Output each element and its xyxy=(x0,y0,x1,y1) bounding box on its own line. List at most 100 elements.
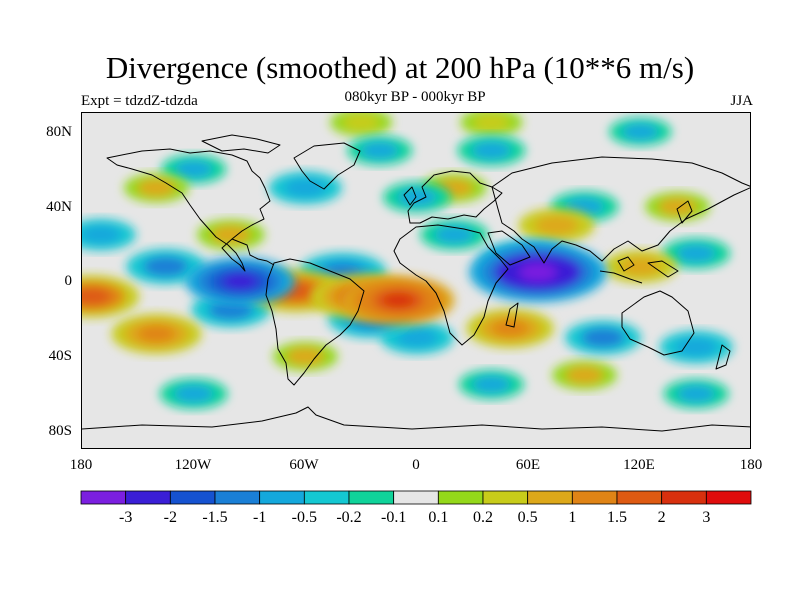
colorbar-label: -0.2 xyxy=(336,509,362,526)
coastline-japan xyxy=(676,200,693,224)
anomaly-ring xyxy=(137,325,176,343)
colorbar-swatch xyxy=(571,490,618,505)
coastline-layer xyxy=(82,134,750,432)
anomaly-divergence-2 xyxy=(460,113,523,137)
anomaly-ring xyxy=(491,319,529,337)
colorbar-label: 1.5 xyxy=(607,509,627,526)
anomaly-ring xyxy=(471,141,512,160)
colorbar-label: 0.1 xyxy=(428,509,449,526)
colorbar-swatch xyxy=(393,490,439,505)
anomaly-convergence-17 xyxy=(159,378,228,410)
anomaly-ring xyxy=(221,273,259,290)
colorbar-label: 1 xyxy=(568,509,577,526)
lon-label-180e: 180 xyxy=(739,457,763,473)
anomaly-divergence-33 xyxy=(82,275,140,318)
coastline-asia xyxy=(491,156,750,264)
colorbar-label: 3 xyxy=(702,509,711,526)
coastline-british-isles xyxy=(403,186,417,206)
anomaly-ring xyxy=(286,347,325,366)
anomaly-convergence-5 xyxy=(459,369,524,400)
anomaly-divergence-31 xyxy=(111,313,202,354)
colorbar xyxy=(80,490,752,505)
anomaly-convergence-13 xyxy=(383,182,451,213)
chart-subtitle: 080kyr BP - 000kyr BP xyxy=(344,89,486,105)
colorbar-swatch xyxy=(169,490,216,505)
anomaly-ring xyxy=(397,188,437,207)
lat-label-eq: 0 xyxy=(64,273,73,289)
coastline-arabia xyxy=(487,230,531,266)
divergence-map xyxy=(82,113,750,448)
colorbar-label: -0.1 xyxy=(380,509,407,526)
anomaly-ring xyxy=(619,256,662,277)
coastline-indonesia xyxy=(599,256,679,284)
anomaly-convergence-6 xyxy=(663,379,729,409)
lon-label-120w: 120W xyxy=(174,457,212,473)
anomaly-ring xyxy=(676,244,717,263)
anomaly-convergence-15 xyxy=(457,135,526,166)
colorbar-swatch xyxy=(482,490,529,505)
coastline-new-zealand xyxy=(715,344,731,370)
coastline-australia xyxy=(621,290,695,356)
colorbar-label: -3 xyxy=(118,509,133,526)
anomaly-ring xyxy=(382,292,415,308)
anomaly-divergence-1 xyxy=(330,113,393,137)
anomaly-convergence-22 xyxy=(268,171,342,205)
anomaly-ring xyxy=(143,256,189,277)
anomaly-convergence-4 xyxy=(347,135,413,166)
anomaly-convergence-12 xyxy=(420,219,489,250)
anomaly-convergence-26 xyxy=(126,248,206,285)
colorbar-swatch xyxy=(259,490,305,505)
coastline-madagascar xyxy=(505,302,519,328)
anomaly-convergence-19 xyxy=(82,218,136,251)
colorbar-swatch xyxy=(80,490,127,505)
coastline-africa xyxy=(393,224,509,346)
colorbar-swatch xyxy=(437,490,484,505)
colorbar-swatch xyxy=(661,490,707,505)
coastline-central-america xyxy=(231,238,275,266)
colorbar-swatch xyxy=(705,490,752,505)
lat-label-40n: 40N xyxy=(46,199,72,215)
colorbar-swatch xyxy=(214,490,261,505)
anomaly-divergence-25 xyxy=(518,208,595,243)
coastline-antarctica xyxy=(82,406,750,432)
lon-label-60e: 60E xyxy=(515,457,541,473)
anomaly-convergence-38 xyxy=(469,241,607,303)
anomaly-divergence-30 xyxy=(466,308,554,348)
anomaly-ring xyxy=(472,113,510,131)
colorbar-label: -2 xyxy=(163,509,177,526)
lon-label-0: 0 xyxy=(412,457,420,473)
anomaly-ring xyxy=(173,384,214,403)
experiment-label: Expt = tdzdZ-tdzda xyxy=(81,93,198,109)
anomaly-divergence-11 xyxy=(552,360,617,390)
anomaly-ring xyxy=(674,337,718,357)
lat-label-40s: 40S xyxy=(48,348,72,364)
season-label: JJA xyxy=(730,93,753,109)
map-plot-area xyxy=(81,112,751,449)
anomaly-ring xyxy=(581,327,626,348)
anomaly-ring xyxy=(395,327,439,348)
anomaly-ring xyxy=(342,113,380,131)
lon-label-180w: 180 xyxy=(69,457,93,473)
anomaly-ring xyxy=(676,385,716,403)
colorbar-swatch xyxy=(125,490,171,505)
anomaly-ring xyxy=(534,215,579,236)
colorbar-label: -1.5 xyxy=(202,509,228,526)
anomaly-convergence-21 xyxy=(659,330,733,364)
anomaly-ring xyxy=(210,225,251,244)
anomaly-convergence-0 xyxy=(609,117,672,146)
anomaly-convergence-14 xyxy=(662,238,730,269)
anomaly-ring xyxy=(434,225,475,244)
anomaly-ring xyxy=(174,160,213,178)
anomaly-ring xyxy=(621,123,659,141)
anomaly-ring xyxy=(519,263,557,281)
colorbar-swatch xyxy=(348,490,395,505)
anomaly-ring xyxy=(137,179,176,197)
coastline-north-america xyxy=(106,148,271,272)
lat-label-80n: 80N xyxy=(46,124,72,140)
anomaly-convergence-3 xyxy=(161,154,227,184)
lat-label-80s: 80S xyxy=(48,423,72,439)
anomaly-divergence-37 xyxy=(342,275,455,326)
anomaly-divergence-10 xyxy=(645,192,710,222)
coastline-arctic-islands xyxy=(201,134,281,154)
anomaly-layer xyxy=(82,113,733,410)
